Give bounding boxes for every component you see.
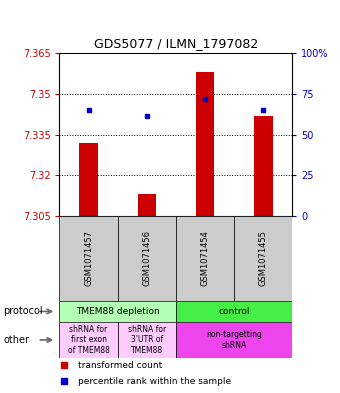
Text: protocol: protocol: [3, 307, 43, 316]
Bar: [176, 322, 292, 358]
Text: percentile rank within the sample: percentile rank within the sample: [78, 377, 231, 386]
Title: GDS5077 / ILMN_1797082: GDS5077 / ILMN_1797082: [94, 37, 258, 50]
Text: non-targetting
shRNA: non-targetting shRNA: [206, 330, 262, 350]
Text: other: other: [3, 335, 29, 345]
Bar: [176, 301, 292, 322]
Text: GSM1071455: GSM1071455: [259, 230, 268, 286]
Bar: [137, 195, 156, 216]
Bar: [118, 322, 176, 358]
Bar: [176, 216, 234, 301]
Text: GSM1071456: GSM1071456: [142, 230, 151, 286]
Bar: [79, 143, 98, 216]
Text: control: control: [218, 307, 250, 316]
Bar: [196, 72, 215, 216]
Bar: [59, 301, 176, 322]
Bar: [118, 216, 176, 301]
Bar: [234, 216, 292, 301]
Text: shRNA for
3'UTR of
TMEM88: shRNA for 3'UTR of TMEM88: [128, 325, 166, 355]
Bar: [254, 116, 273, 216]
Text: TMEM88 depletion: TMEM88 depletion: [76, 307, 159, 316]
Bar: [59, 216, 118, 301]
Text: shRNA for
first exon
of TMEM88: shRNA for first exon of TMEM88: [68, 325, 109, 355]
Bar: [59, 322, 118, 358]
Text: GSM1071457: GSM1071457: [84, 230, 93, 286]
Text: transformed count: transformed count: [78, 361, 163, 370]
Text: GSM1071454: GSM1071454: [201, 230, 209, 286]
